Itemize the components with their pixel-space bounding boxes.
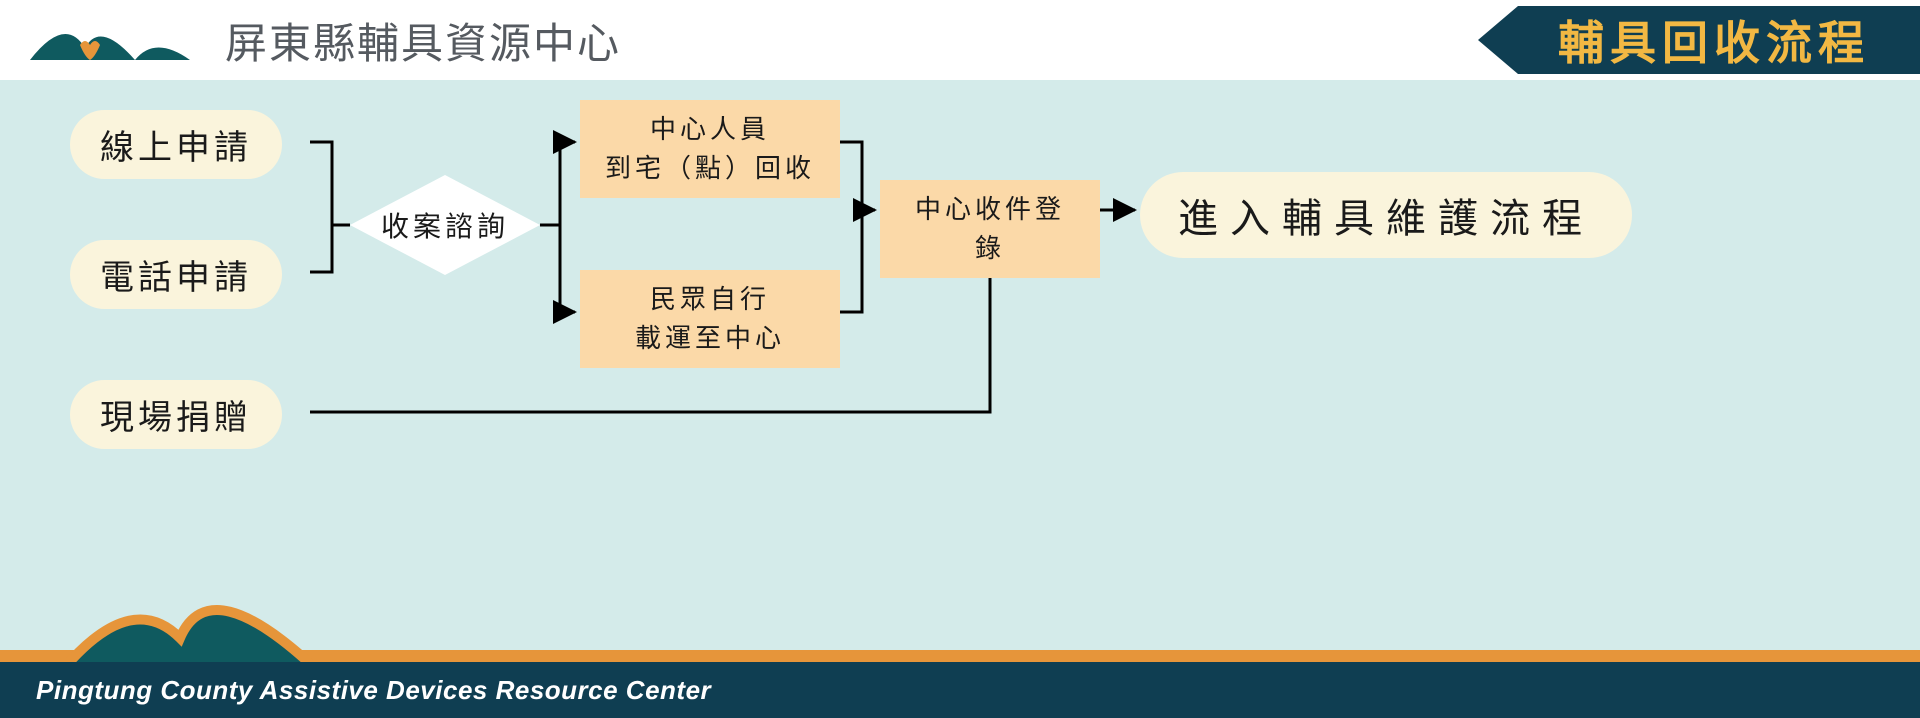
footer: Pingtung County Assistive Devices Resour… [0, 618, 1920, 718]
banner: 輔具回收流程 [1478, 6, 1920, 74]
node-label: 進入輔具維護流程 [1178, 186, 1594, 244]
node-next-process: 進入輔具維護流程 [1140, 172, 1632, 258]
flowchart: 線上申請 電話申請 現場捐贈 收案諮詢 中心人員 到宅（點）回收 民眾自行 載運… [0, 80, 1920, 640]
node-register: 中心收件登錄 [880, 180, 1100, 278]
node-consult: 收案諮詢 [350, 175, 540, 275]
logo-icon [25, 10, 195, 70]
node-online-apply: 線上申請 [70, 110, 282, 179]
header: 屏東縣輔具資源中心 輔具回收流程 [0, 0, 1920, 80]
footer-text: Pingtung County Assistive Devices Resour… [36, 675, 711, 706]
node-label: 電話申請 [100, 250, 252, 299]
node-phone-apply: 電話申請 [70, 240, 282, 309]
banner-text: 輔具回收流程 [1558, 7, 1870, 73]
node-label-line2: 到宅（點）回收 [605, 149, 815, 188]
node-label-line1: 中心人員 [605, 110, 815, 149]
node-onsite-donate: 現場捐贈 [70, 380, 282, 449]
node-label: 線上申請 [100, 120, 252, 169]
node-label: 收案諮詢 [381, 205, 509, 245]
node-label-line2: 載運至中心 [635, 319, 785, 358]
node-pickup: 中心人員 到宅（點）回收 [580, 100, 840, 198]
node-label-line1: 民眾自行 [635, 280, 785, 319]
node-selfdeliver: 民眾自行 載運至中心 [580, 270, 840, 368]
node-label: 中心收件登錄 [902, 190, 1078, 268]
node-label: 現場捐贈 [100, 390, 252, 439]
footer-bar: Pingtung County Assistive Devices Resour… [0, 662, 1920, 718]
flow-edges [0, 80, 1920, 640]
org-title: 屏東縣輔具資源中心 [225, 10, 621, 71]
